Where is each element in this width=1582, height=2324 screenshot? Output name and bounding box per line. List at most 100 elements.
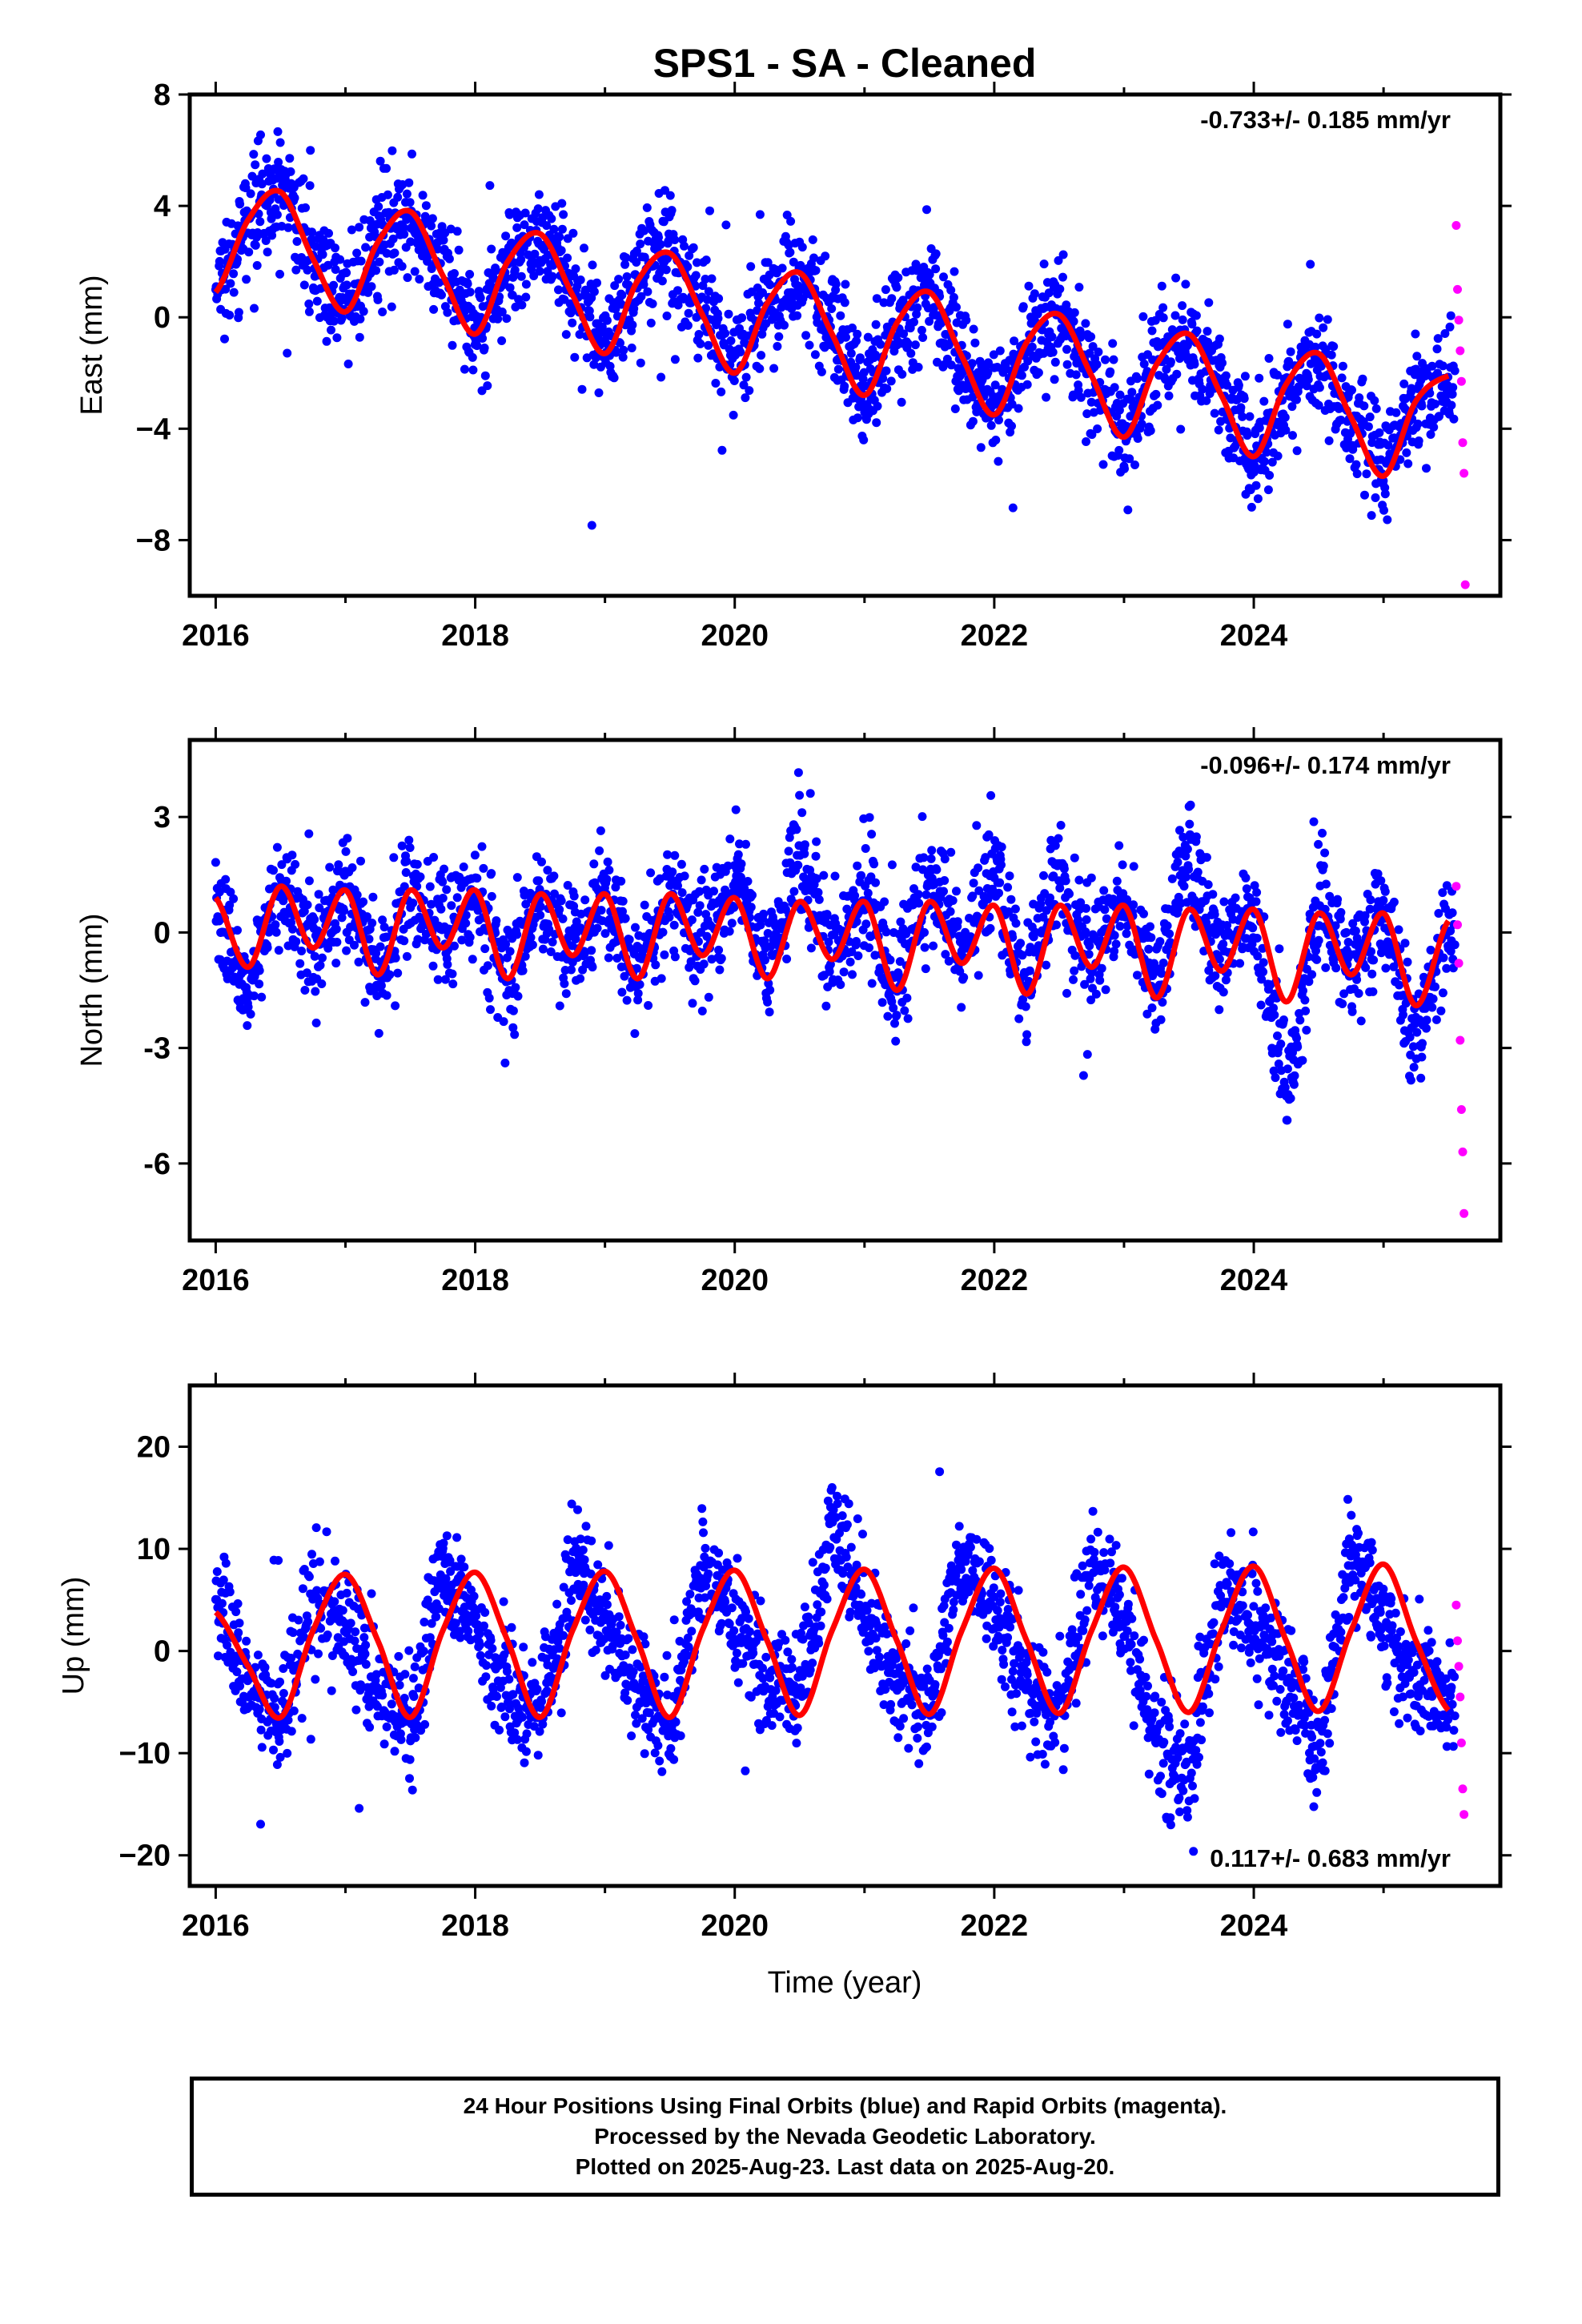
final-orbit-point — [1414, 436, 1423, 445]
final-orbit-point — [342, 280, 351, 290]
final-orbit-point — [622, 995, 632, 1005]
final-orbit-point — [746, 903, 756, 912]
final-orbit-point — [1352, 975, 1362, 984]
final-orbit-point — [402, 857, 412, 866]
final-orbit-point — [887, 860, 897, 870]
final-orbit-point — [483, 381, 492, 391]
final-orbit-point — [470, 850, 480, 860]
final-orbit-point — [1316, 361, 1326, 371]
final-orbit-point — [555, 1001, 564, 1011]
final-orbit-point — [669, 920, 679, 930]
final-orbit-point — [1082, 437, 1090, 446]
final-orbit-point — [1162, 921, 1172, 931]
final-orbit-point — [853, 951, 863, 960]
final-orbit-point — [303, 265, 312, 275]
final-orbit-point — [736, 872, 745, 882]
final-orbit-point — [364, 935, 374, 944]
final-orbit-point — [413, 935, 423, 944]
final-orbit-point — [618, 896, 628, 906]
y-tick-label: −8 — [136, 524, 171, 557]
final-orbit-point — [1050, 841, 1060, 850]
final-orbit-point — [946, 907, 955, 916]
final-orbit-point — [324, 228, 333, 238]
final-orbit-point — [1259, 958, 1268, 967]
final-orbit-point — [1361, 963, 1371, 972]
final-orbit-point — [448, 979, 458, 989]
final-orbit-point — [855, 353, 865, 363]
final-orbit-point — [1325, 891, 1335, 901]
final-orbit-point — [1409, 1063, 1419, 1072]
final-orbit-point — [796, 260, 805, 270]
final-orbit-point — [1269, 1066, 1279, 1076]
final-orbit-point — [533, 204, 543, 214]
final-orbit-point — [290, 193, 299, 203]
final-orbit-point — [497, 308, 507, 316]
final-orbit-point — [1369, 955, 1379, 965]
final-orbit-point — [429, 853, 439, 862]
final-orbit-point — [861, 919, 871, 929]
final-orbit-point — [1167, 325, 1177, 335]
final-orbit-point — [1108, 895, 1118, 904]
x-tick-label: 2022 — [961, 1264, 1029, 1297]
final-orbit-point — [372, 1702, 382, 1711]
final-orbit-point — [510, 265, 520, 275]
final-orbit-point — [399, 223, 408, 232]
final-orbit-point — [1299, 986, 1307, 995]
final-orbit-point — [932, 865, 942, 875]
final-orbit-point — [1283, 1064, 1292, 1074]
final-orbit-point — [717, 387, 726, 396]
final-orbit-point — [646, 868, 656, 878]
final-orbit-point — [739, 380, 749, 390]
final-orbit-point — [480, 371, 490, 380]
final-orbit-point — [1312, 329, 1322, 339]
final-orbit-point — [355, 314, 365, 324]
final-orbit-point — [782, 955, 792, 963]
final-orbit-point — [852, 371, 861, 380]
final-orbit-point — [1062, 300, 1071, 310]
final-orbit-point — [570, 352, 580, 362]
final-orbit-point — [729, 903, 739, 912]
final-orbit-point — [863, 888, 873, 898]
final-orbit-point — [704, 340, 713, 350]
final-orbit-point — [811, 851, 821, 861]
final-orbit-point — [1446, 311, 1456, 320]
final-orbit-point — [438, 877, 448, 887]
final-orbit-point — [853, 329, 862, 339]
final-orbit-point — [402, 951, 412, 961]
final-orbit-point — [1005, 871, 1014, 881]
final-orbit-point — [660, 950, 669, 959]
final-orbit-point — [1062, 344, 1071, 354]
final-orbit-point — [611, 883, 620, 892]
final-orbit-point — [329, 280, 339, 290]
final-orbit-point — [1259, 967, 1268, 977]
final-orbit-point — [984, 358, 993, 368]
final-orbit-point — [1264, 354, 1274, 363]
final-orbit-point — [1251, 480, 1261, 490]
final-orbit-point — [981, 853, 990, 862]
final-orbit-point — [665, 191, 675, 200]
final-orbit-point — [1069, 975, 1078, 984]
final-orbit-point — [1158, 313, 1168, 323]
final-orbit-point — [271, 920, 280, 930]
final-orbit-point — [1181, 279, 1191, 289]
final-orbit-point — [233, 1599, 243, 1608]
final-orbit-point — [274, 195, 283, 204]
final-orbit-point — [401, 868, 411, 877]
final-orbit-point — [1202, 853, 1211, 862]
final-orbit-point — [1118, 860, 1127, 870]
final-orbit-point — [1247, 939, 1257, 949]
final-orbit-point — [1198, 384, 1207, 394]
final-orbit-point — [1008, 503, 1018, 513]
final-orbit-point — [972, 821, 982, 830]
final-orbit-point — [1399, 1010, 1407, 1019]
final-orbit-point — [530, 249, 540, 259]
final-orbit-point — [404, 178, 414, 187]
final-orbit-point — [1034, 368, 1043, 377]
final-orbit-point — [379, 1739, 389, 1749]
final-orbit-point — [793, 311, 802, 320]
final-orbit-point — [1371, 493, 1380, 502]
final-orbit-point — [983, 895, 993, 904]
final-orbit-point — [1321, 963, 1331, 972]
final-orbit-point — [1429, 422, 1439, 432]
final-orbit-point — [396, 1735, 406, 1744]
